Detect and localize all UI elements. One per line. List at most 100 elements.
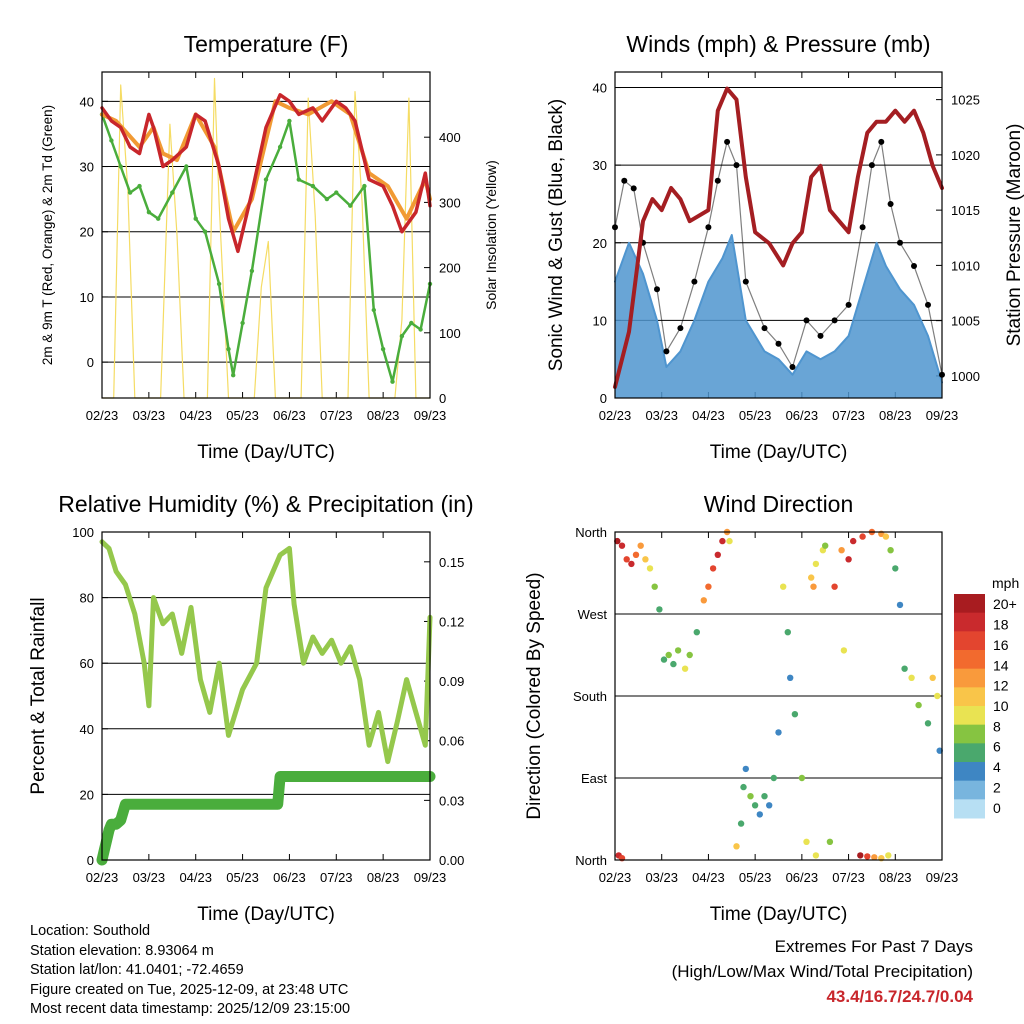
y-tick-label: 20 [80,787,94,802]
x-tick-label: 06/23 [786,870,819,885]
direction-point [742,765,749,773]
y2-tick-label: 1010 [951,258,980,273]
x-tick-label: 04/23 [179,408,212,423]
direction-point [614,537,621,545]
y2-axis-title: Station Pressure (Maroon) [1004,124,1024,347]
x-tick-label: 04/23 [692,870,725,885]
colorbar-swatch [954,612,985,632]
y2-tick-label: 1015 [951,203,980,218]
x-tick-label: 05/23 [739,870,772,885]
temperature-chart: Temperature (F) Time (Day/UTC) 02/23 03/23 0… [40,31,499,463]
direction-point [766,802,773,809]
y-tick-label: 30 [80,160,94,175]
x-tick-label: 07/23 [320,408,353,423]
direction-point [751,802,759,809]
direction-point [887,547,894,554]
direction-point [628,560,635,568]
direction-point [714,551,721,558]
direction-point [709,565,717,572]
direction-point [892,565,899,572]
colorbar-label: 18 [993,617,1009,633]
chart-title: Temperature (F) [184,31,349,57]
colorbar-swatch [954,743,985,763]
colorbar-label: 8 [993,718,1001,734]
direction-point [637,542,644,549]
y-tick-label: 40 [593,81,607,96]
x-tick-label: 02/23 [86,408,119,423]
y-tick-label: North [575,525,607,540]
timestamp-text: Most recent data timestamp: 2025/12/09 2… [30,1001,351,1018]
x-tick-label: 08/23 [879,870,912,885]
direction-point [651,583,658,590]
humidity-precip-chart: Relative Humidity (%) & Precipitation (i… [28,491,474,925]
y2-tick-label: 0.06 [439,734,464,749]
y2-tick-label: 200 [439,261,461,276]
colorbar-label: 14 [993,657,1009,673]
x-tick-label: 09/23 [926,870,959,885]
direction-point [798,774,806,782]
y2-tick-label: 300 [439,195,461,210]
plot-frame [614,531,943,861]
y2-tick-label: 0.12 [439,614,464,629]
x-tick-label: 07/23 [320,870,353,885]
direction-point [791,711,799,718]
rh-line [99,539,433,765]
direction-point [787,674,794,681]
colorbar-label: 10 [993,698,1009,714]
x-tick-label: 06/23 [273,408,306,423]
direction-point [756,811,763,818]
direction-point [808,574,815,581]
y2-tick-label: 0.09 [439,674,464,689]
y-tick-label: 40 [80,722,94,737]
direction-point [822,542,829,549]
direction-point [896,601,904,609]
pressure-line [613,86,944,389]
y-tick-label: East [581,771,607,786]
colorbar-label: 2 [993,779,1001,795]
x-axis-title: Time (Day/UTC) [710,442,848,463]
direction-point [838,547,845,554]
y-axis-title: Sonic Wind & Gust (Blue, Black) [546,99,567,371]
wind-direction-chart: Wind Direction Time (Day/UTC) 02/23 03/23 04… [524,491,958,925]
y2-tick-label: 1020 [951,148,980,163]
y2-tick-label: 0 [439,391,446,406]
colorbar-swatch [954,594,985,614]
x-tick-label: 05/23 [226,870,259,885]
speed-colorbar: mph 20+ 18 16 14 12 10 8 6 4 2 0 [954,575,1019,819]
y2-tick-label: 1025 [951,93,980,108]
direction-point [623,556,630,563]
x-tick-label: 06/23 [786,408,819,423]
direction-point [845,556,852,563]
x-tick-label: 04/23 [179,870,212,885]
colorbar-swatch [954,780,985,800]
direction-point [908,674,915,681]
y-tick-label: 60 [80,656,94,671]
x-tick-label: 04/23 [692,408,725,423]
direction-point [761,793,768,800]
direction-point [660,656,668,663]
chart-title: Wind Direction [704,491,854,517]
dewpoint-line [100,113,432,383]
y-axis-title: Direction (Colored By Speed) [524,572,545,819]
x-tick-label: 09/23 [926,408,959,423]
winds-pressure-chart: Winds (mph) & Pressure (mb) Time (Day/UTC… [546,31,1024,463]
colorbar-label: 6 [993,739,1001,755]
plot-frame [101,71,431,399]
y-tick-label: 0 [600,391,607,406]
x-axis-title: Time (Day/UTC) [197,442,335,463]
direction-point [681,665,689,672]
colorbar-label: 4 [993,759,1001,775]
direction-point [618,542,626,549]
location-text: Location: Southold [30,923,151,939]
extremes-subtitle: (High/Low/Max Wind/Total Precipitation) [671,962,973,981]
direction-point [784,629,791,636]
direction-point [810,583,817,590]
y-tick-label: 10 [593,313,607,328]
direction-point [812,560,820,568]
x-tick-label: 06/23 [273,870,306,885]
colorbar-swatch [954,631,985,651]
direction-point [780,583,787,590]
y2-tick-label: 1000 [951,369,980,384]
plot-frame [614,71,943,399]
chart-title: Relative Humidity (%) & Precipitation (i… [58,491,473,517]
